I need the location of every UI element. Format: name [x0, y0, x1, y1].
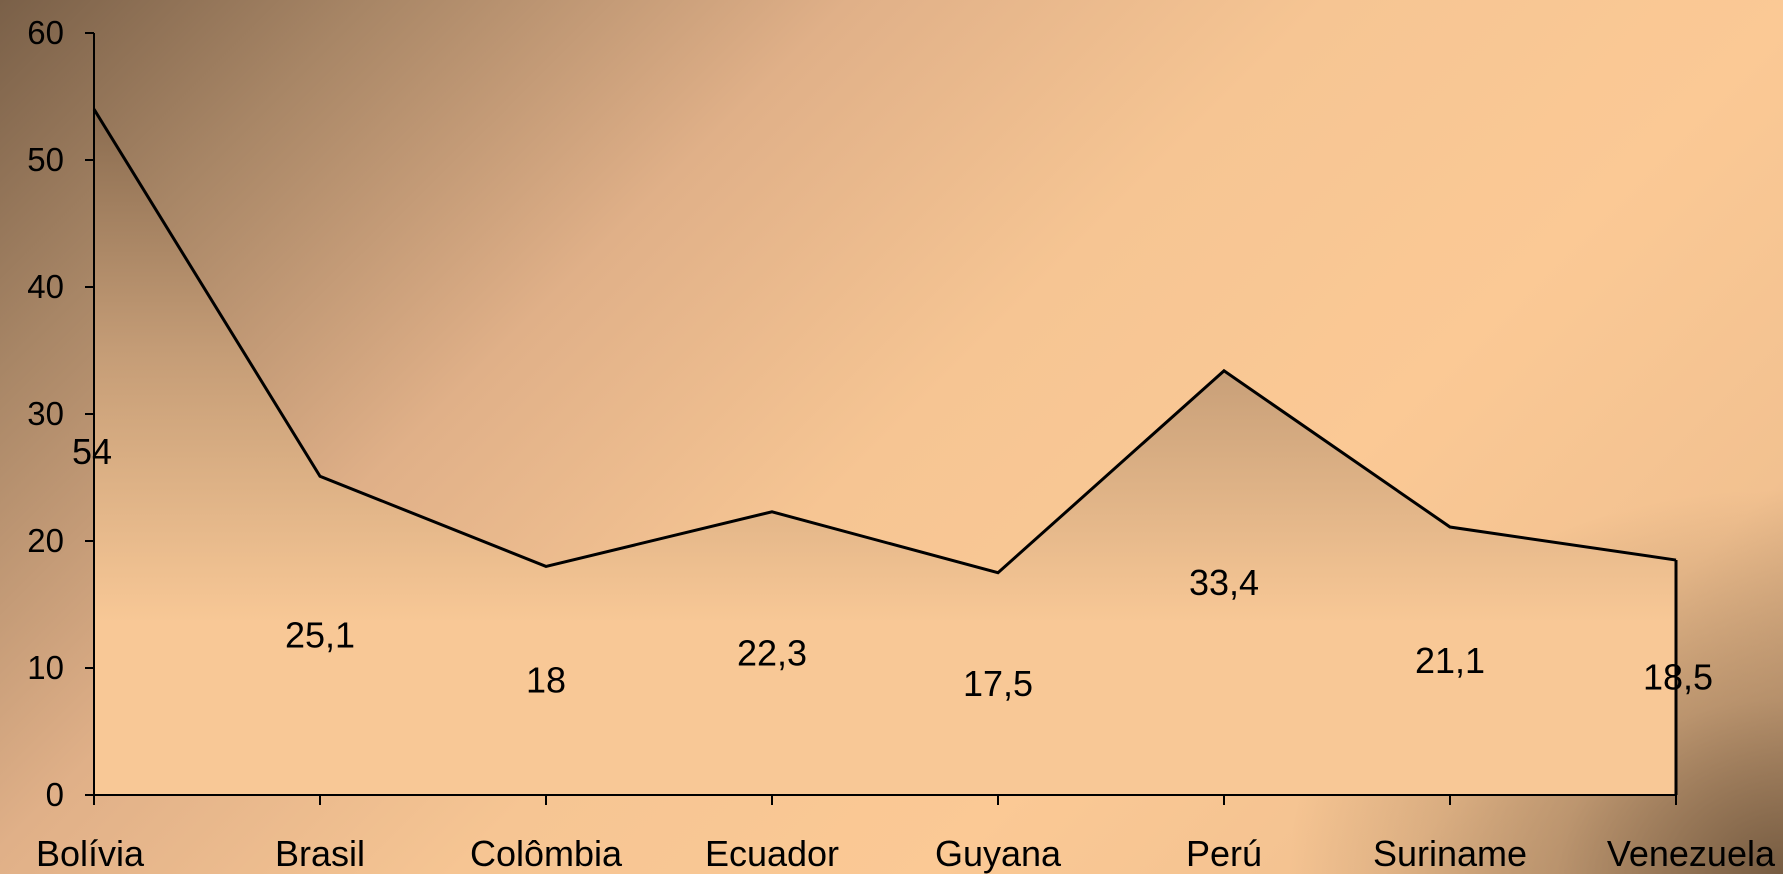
data-label: 21,1 [1415, 640, 1485, 681]
area-layer [94, 109, 1676, 795]
x-tick-label: Colômbia [470, 833, 623, 874]
labels-layer: 54 25,1 18 22,3 17,5 33,4 21,1 18,5 [72, 431, 1713, 704]
data-label: 25,1 [285, 615, 355, 656]
series-line [92, 108, 1677, 575]
y-tick-label: 0 [46, 776, 64, 813]
y-tick-label: 30 [27, 395, 64, 432]
x-tick-label: Brasil [275, 833, 365, 874]
x-tick-label: Bolívia [36, 833, 145, 874]
y-tick-label: 60 [27, 14, 64, 51]
data-label: 17,5 [963, 663, 1033, 704]
x-tick-label: Suriname [1373, 833, 1527, 874]
data-label: 18,5 [1643, 657, 1713, 698]
y-tick-label: 50 [27, 141, 64, 178]
data-label: 54 [72, 431, 112, 472]
area-fill [94, 109, 1676, 795]
data-label: 33,4 [1189, 562, 1259, 603]
x-tick-label: Perú [1186, 833, 1262, 874]
axes: 0 10 20 30 40 50 60 Bolívia Brasil Colômbia Ecuado… [27, 14, 1776, 874]
data-label: 18 [526, 660, 566, 701]
y-tick-label: 10 [27, 649, 64, 686]
x-tick-label: Ecuador [705, 833, 839, 874]
x-tick-label: Venezuela [1607, 833, 1776, 874]
line-layer [92, 108, 1678, 795]
data-label: 22,3 [737, 632, 807, 673]
x-tick-label: Guyana [935, 833, 1062, 874]
y-tick-label: 20 [27, 522, 64, 559]
y-tick-label: 40 [27, 268, 64, 305]
